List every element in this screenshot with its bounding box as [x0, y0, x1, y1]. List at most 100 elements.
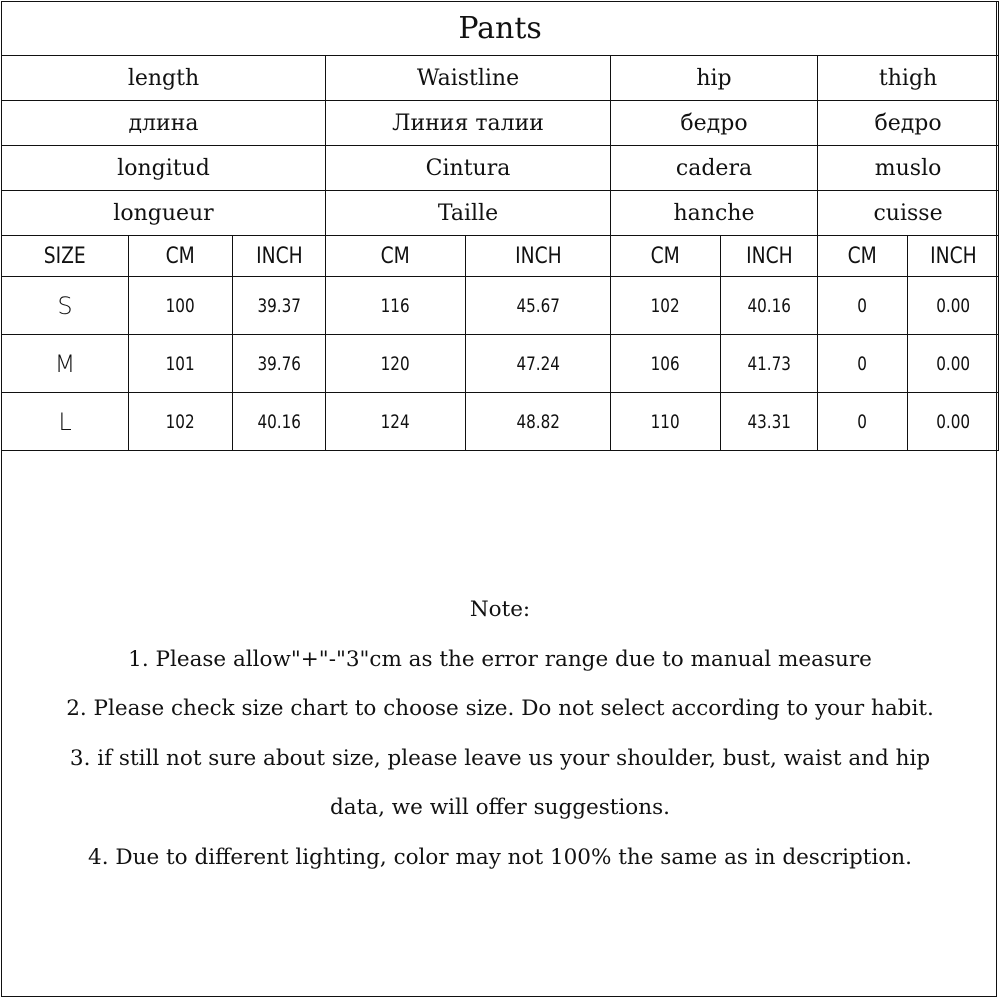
table-cell: 100: [128, 276, 233, 335]
cell-value: 47.24: [516, 352, 560, 375]
measure-name: Taille: [325, 190, 611, 236]
measure-name: бедро: [816, 100, 1000, 146]
column-header-label: CM: [380, 243, 411, 269]
note-line: data, we will offer suggestions.: [330, 795, 670, 820]
cell-value: 40.16: [747, 294, 791, 317]
measure-name: muslo: [816, 145, 1000, 191]
size-label: M: [1, 334, 129, 393]
table-row: M 101 39.76 120 47.24 106 41.73 0 0.00: [1, 334, 1000, 393]
table-cell: 0: [817, 334, 908, 393]
cell-value: 45.67: [516, 294, 560, 317]
column-header: INCH: [906, 235, 1000, 277]
measure-name: длина: [1, 100, 326, 146]
table-cell: 124: [325, 392, 466, 451]
column-header-label: INCH: [745, 243, 793, 269]
cell-value: 116: [380, 294, 410, 317]
cell-value: 0: [857, 410, 868, 433]
cell-value: 0.00: [936, 352, 970, 375]
unit-header-row: SIZE CM INCH CM INCH CM INCH CM INCH: [1, 235, 1000, 277]
cell-value: 124: [380, 410, 410, 433]
measure-name-row: longitud Cintura cadera muslo: [1, 145, 1000, 191]
table-row: L 102 40.16 124 48.82 110 43.31 0 0.00: [1, 392, 1000, 451]
column-header-label: CM: [165, 243, 196, 269]
note-line: 4. Due to different lighting, color may …: [88, 844, 912, 870]
notes: Note: 1. Please allow"+"-"3"cm as the er…: [0, 585, 1000, 882]
cell-value: 0.00: [936, 294, 970, 317]
column-header-label: INCH: [255, 243, 303, 269]
cell-value: 0: [857, 352, 868, 375]
measure-name-row: length Waistline hip thigh: [1, 55, 1000, 101]
chart-title: Pants: [0, 1, 1000, 56]
table-cell: 101: [128, 334, 233, 393]
cell-value: 41.73: [747, 352, 791, 375]
table-cell: 120: [325, 334, 466, 393]
column-header: INCH: [232, 235, 326, 277]
table-cell: 106: [610, 334, 721, 393]
cell-value: 101: [165, 352, 195, 375]
cell-value: 100: [165, 294, 195, 317]
measure-name-row: longueur Taille hanche cuisse: [1, 190, 1000, 236]
column-header: INCH: [720, 235, 818, 277]
size-label: S: [1, 276, 129, 335]
cell-value: 110: [650, 410, 680, 433]
cell-value: 106: [650, 352, 680, 375]
table-cell: 0: [817, 392, 908, 451]
measure-name: thigh: [816, 55, 1000, 101]
column-header: CM: [128, 235, 233, 277]
table-cell: 47.24: [465, 334, 611, 393]
cell-value: 0: [857, 294, 868, 317]
table-cell: 116: [325, 276, 466, 335]
cell-value: S: [57, 291, 73, 320]
table-cell: 102: [128, 392, 233, 451]
column-header: INCH: [465, 235, 611, 277]
table-cell: 45.67: [465, 276, 611, 335]
measure-name: Линия талии: [325, 100, 611, 146]
table-cell: 41.73: [720, 334, 818, 393]
table-cell: 43.31: [720, 392, 818, 451]
column-header: SIZE: [1, 235, 129, 277]
column-header-label: SIZE: [43, 243, 87, 269]
column-header-label: INCH: [929, 243, 977, 269]
table-row: S 100 39.37 116 45.67 102 40.16 0 0.00: [1, 276, 1000, 335]
cell-value: 39.37: [257, 294, 301, 317]
table-cell: 40.16: [232, 392, 326, 451]
size-label: L: [1, 392, 129, 451]
cell-value: L: [58, 407, 72, 436]
column-header: CM: [610, 235, 721, 277]
measure-name: Waistline: [325, 55, 611, 101]
measure-name: cadera: [610, 145, 818, 191]
table-cell: 0.00: [906, 334, 1000, 393]
column-header: CM: [325, 235, 466, 277]
table-cell: 0.00: [906, 276, 1000, 335]
cell-value: 43.31: [747, 410, 791, 433]
cell-value: 102: [650, 294, 680, 317]
cell-value: 102: [165, 410, 195, 433]
measure-name: cuisse: [816, 190, 1000, 236]
measure-name: longueur: [1, 190, 326, 236]
measure-name-row: длина Линия талии бедро бедро: [1, 100, 1000, 146]
table-cell: 39.76: [232, 334, 326, 393]
cell-value: 39.76: [257, 352, 301, 375]
cell-value: 48.82: [516, 410, 560, 433]
note-line: 3. if still not sure about size, please …: [69, 745, 931, 771]
measure-name: length: [1, 55, 326, 101]
measure-name: бедро: [610, 100, 818, 146]
table-cell: 39.37: [232, 276, 326, 335]
column-header-label: CM: [847, 243, 878, 269]
cell-value: 40.16: [257, 410, 301, 433]
notes-heading: Note:: [469, 597, 531, 622]
table-cell: 0: [817, 276, 908, 335]
cell-value: 120: [380, 352, 410, 375]
column-header-label: INCH: [514, 243, 562, 269]
column-header-label: CM: [650, 243, 681, 269]
column-header: CM: [817, 235, 908, 277]
measure-name: hip: [610, 55, 818, 101]
table-cell: 40.16: [720, 276, 818, 335]
measure-name: hanche: [610, 190, 818, 236]
cell-value: M: [54, 349, 76, 378]
table-cell: 0.00: [906, 392, 1000, 451]
table-cell: 102: [610, 276, 721, 335]
cell-value: 0.00: [936, 410, 970, 433]
measure-name: longitud: [1, 145, 326, 191]
measure-name: Cintura: [325, 145, 611, 191]
